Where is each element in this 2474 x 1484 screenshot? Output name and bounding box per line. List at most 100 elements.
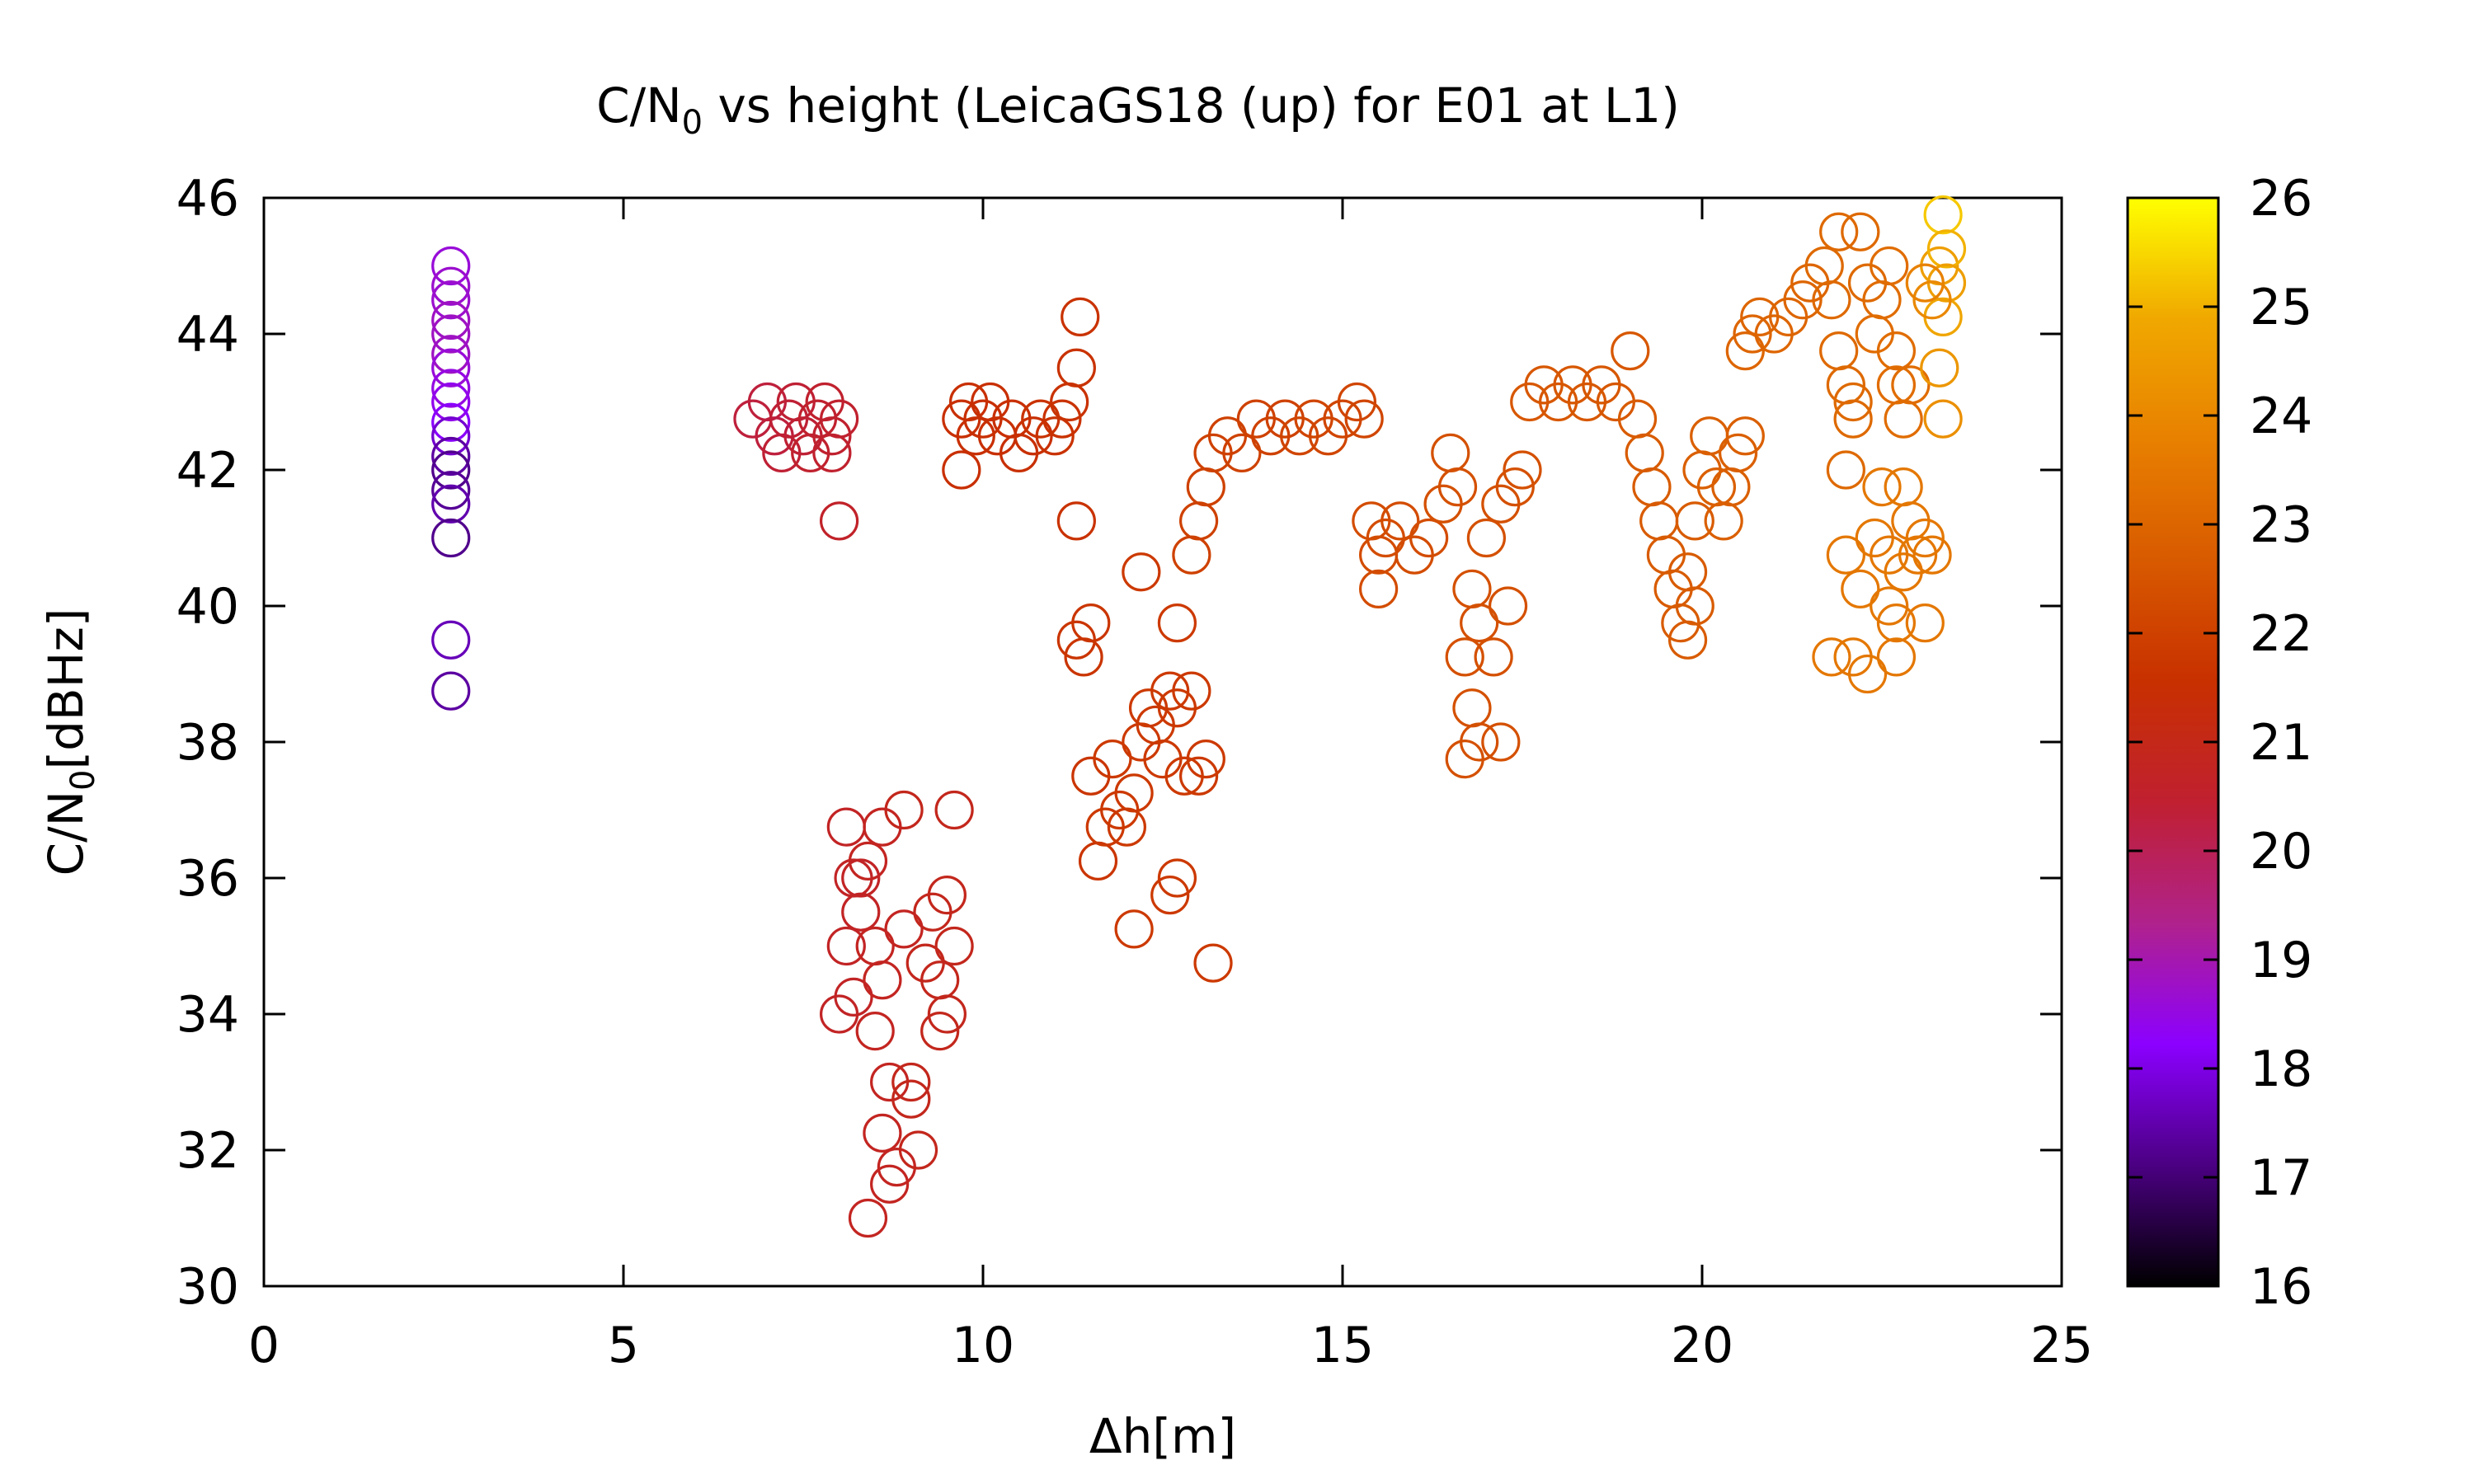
data-point [1876,331,1917,371]
data-point [934,926,974,966]
data-point [1704,501,1743,541]
data-point [884,909,924,949]
data-point [1481,722,1521,762]
x-tick-label: 0 [248,1317,280,1374]
data-point [1056,348,1096,387]
data-point [1667,552,1708,592]
colorbar-tick-label: 23 [2250,496,2312,554]
data-point [841,858,881,898]
colorbar [2126,196,2220,1288]
data-point [1812,637,1851,677]
colorbar-tick-label: 26 [2250,170,2312,228]
data-point [1150,876,1190,915]
y-tick-label: 40 [176,578,239,636]
data-point [1431,433,1470,472]
data-point [431,266,471,306]
data-point [1812,280,1851,320]
data-point [1833,399,1873,439]
data-point [1870,586,1909,626]
data-point [1920,348,1959,387]
y-tick-label: 44 [176,306,239,364]
data-point [431,671,471,711]
data-point [1495,467,1535,507]
data-point [1826,535,1865,575]
data-point [431,518,471,558]
data-point [1460,722,1499,762]
data-point [1445,637,1484,677]
data-point [1186,467,1225,507]
data-point [431,246,471,286]
data-point [1841,212,1880,251]
data-point [891,1079,931,1119]
data-point [1503,450,1542,490]
data-point [855,1012,895,1051]
data-point [927,994,967,1034]
data-point [841,892,881,932]
data-point [855,926,895,966]
x-tick-label: 10 [952,1317,1014,1374]
y-tick-label: 30 [176,1258,239,1316]
data-point [1186,740,1225,779]
data-point [1733,314,1772,354]
scatter-points [431,195,1967,1238]
data-point [1898,535,1938,575]
data-point [1876,365,1917,405]
data-point [1725,331,1765,371]
data-point [1905,263,1945,303]
data-point [1912,280,1952,320]
data-point [1611,331,1650,371]
data-point [1870,535,1909,575]
data-point [1380,501,1420,541]
data-point [1466,518,1507,558]
x-axis-title: Δh[m] [1089,1408,1236,1464]
x-tick-label: 25 [2030,1317,2093,1374]
y-axis: 30 32 34 36 38 40 42 44 46 [176,170,2062,1316]
y-tick-label: 38 [176,714,239,772]
data-point [942,450,981,490]
data-point [1826,450,1865,490]
data-point [431,402,471,442]
data-point [1783,280,1823,320]
data-point [826,807,866,847]
data-point [956,416,995,456]
data-point [848,1198,888,1238]
data-point [1819,331,1859,371]
data-point [431,280,471,320]
data-point [1078,841,1118,881]
colorbar-tick-label: 25 [2250,279,2312,336]
data-point [1150,671,1190,711]
data-point [1884,467,1923,507]
data-point [1409,518,1449,558]
data-point [848,841,888,881]
data-point [1157,603,1197,643]
colorbar-tick-label: 17 [2250,1149,2312,1207]
data-point [1632,467,1672,507]
data-point [920,1012,960,1051]
data-point [431,335,471,374]
data-point [1847,654,1888,694]
data-point [891,1062,931,1102]
data-point [1035,416,1075,456]
colorbar-ticks: 16 17 18 19 20 21 22 23 24 25 26 [2128,170,2312,1316]
data-point [1193,943,1233,983]
data-point [1923,399,1963,439]
data-point [1912,535,1952,575]
data-point [431,450,471,490]
data-point [1905,603,1945,643]
data-point [1876,637,1917,677]
x-tick-label: 5 [608,1317,639,1374]
data-point [431,314,471,354]
y-tick-label: 36 [176,850,239,908]
data-point [1725,416,1765,456]
data-point [1452,688,1492,728]
data-point [1833,382,1873,422]
data-point [812,433,852,472]
data-point [1625,433,1664,472]
data-point [1114,909,1154,949]
data-point [1474,637,1513,677]
y-tick-label: 42 [176,442,239,500]
data-point [1452,569,1492,608]
data-point [1639,501,1679,541]
data-point [1905,518,1945,558]
